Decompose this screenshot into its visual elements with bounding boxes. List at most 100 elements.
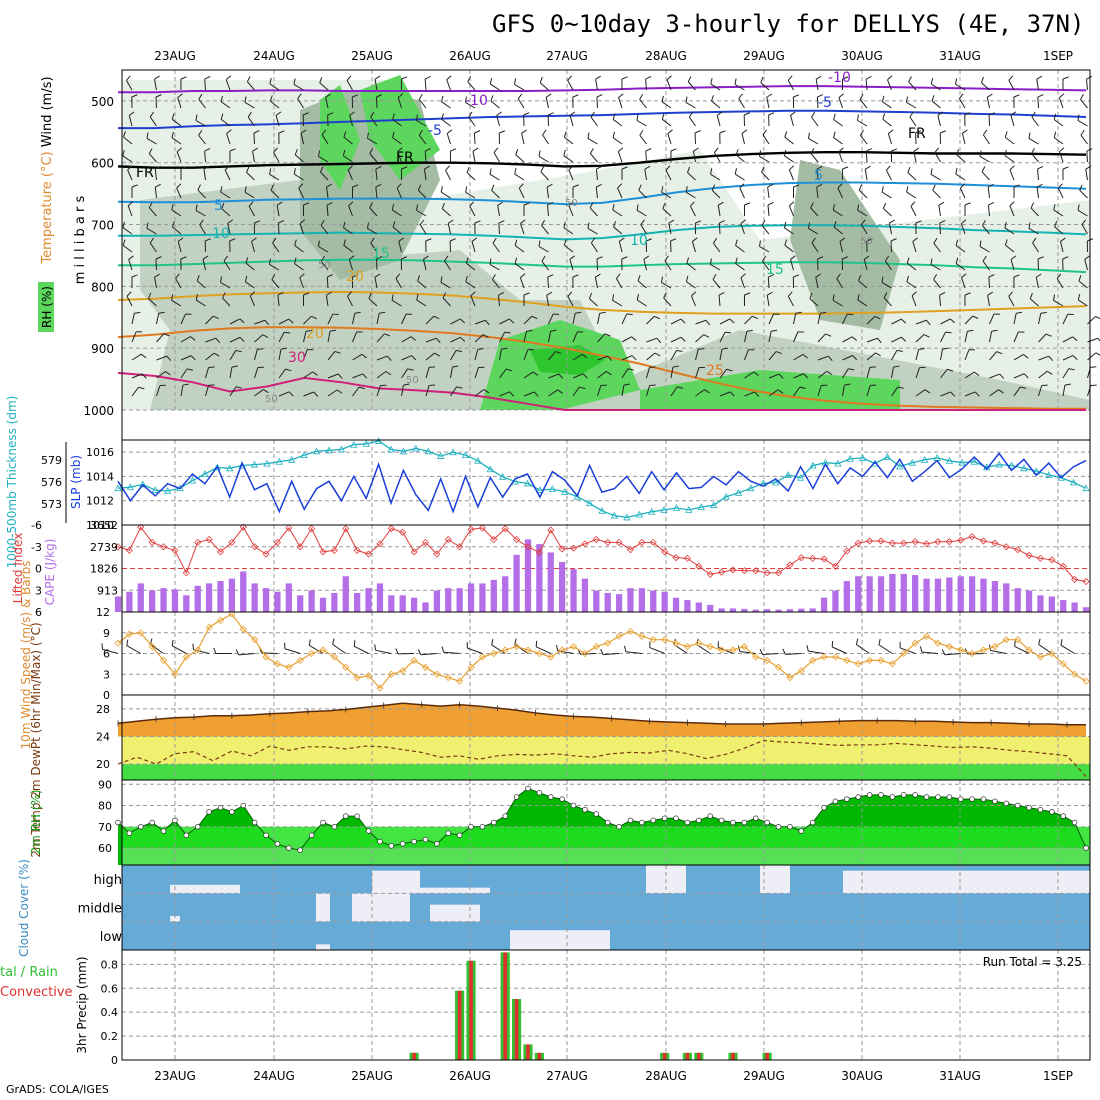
cape-bar	[149, 590, 156, 612]
date-label-top: 29AUG	[743, 49, 785, 63]
thickness-point	[697, 503, 705, 510]
wind-barb-flag	[449, 238, 456, 242]
wind-barb-flag	[621, 166, 628, 170]
wind-barb-flag	[285, 368, 292, 372]
thickness-point	[139, 480, 147, 488]
wind-barb	[321, 134, 329, 145]
wind-barb	[816, 96, 819, 109]
rh-contour-label: 50	[860, 236, 873, 247]
wind-barb-flag	[685, 275, 689, 282]
wind-speed-point	[444, 674, 452, 682]
wind-barb	[1004, 227, 1015, 235]
wind-barb	[958, 98, 966, 109]
wind-barb	[944, 653, 961, 656]
wind-barb-flag	[392, 221, 396, 228]
wind-barb	[563, 155, 574, 163]
wind-barb	[1037, 96, 1039, 109]
rh-contour-label: 50	[565, 198, 578, 209]
wind-barb-flag	[416, 294, 419, 301]
li-point	[843, 547, 851, 555]
rh-point	[456, 832, 463, 838]
wind-barb	[842, 385, 845, 397]
wind-barb	[931, 83, 941, 91]
cape-bar	[661, 591, 668, 612]
cape-bar	[274, 591, 281, 612]
li-point	[649, 538, 657, 546]
wind-barb-flag	[446, 75, 452, 81]
wind-barb	[741, 133, 745, 145]
wind-barb	[594, 277, 598, 289]
slp-tick-label: 1016	[86, 446, 114, 459]
wind-barb-flag	[474, 220, 481, 224]
wind-barb	[842, 313, 848, 325]
wind-barb-flag	[1014, 640, 1016, 647]
wind-barb-flag	[795, 311, 802, 314]
wind-barb-flag	[1062, 166, 1069, 170]
wind-barb	[891, 350, 898, 361]
cloud-row-label: high	[94, 873, 122, 888]
wind-speed-point	[216, 616, 225, 624]
wind-barb	[784, 227, 794, 235]
wind-barb	[441, 101, 451, 109]
cape-bar	[422, 602, 429, 612]
wind-speed-point	[1014, 636, 1022, 644]
wind-speed-point	[148, 643, 156, 651]
wind-barb	[293, 173, 304, 181]
wind-barb-flag	[803, 373, 809, 379]
wind-barb	[990, 650, 1007, 654]
wind-speed-point	[638, 632, 646, 640]
wind-barb-flag	[171, 203, 174, 211]
pressure-axis-label: m i l l i b a r s	[73, 196, 88, 285]
wind-barb	[857, 120, 868, 127]
wind-barb-flag	[190, 355, 196, 361]
wind-barb	[347, 169, 353, 181]
wind-barb-flag	[235, 649, 240, 656]
thickness-point	[920, 455, 929, 463]
wind-barb-flag	[746, 329, 753, 332]
wind-barb-flag	[661, 113, 665, 120]
wind-barb-flag	[297, 93, 302, 100]
cape-bar	[923, 578, 930, 612]
wind-barb-flag	[556, 644, 559, 652]
wind-barb	[1009, 169, 1015, 181]
wind-barb-flag	[440, 276, 443, 283]
li-tick-label: -6	[31, 519, 42, 532]
rh-point	[206, 809, 212, 815]
li-point	[125, 546, 133, 554]
wind-barb	[613, 226, 623, 235]
thickness-point	[1082, 484, 1090, 492]
cape-bar	[1025, 590, 1033, 612]
wind-barb	[205, 385, 209, 397]
wind-barb	[376, 355, 388, 361]
cape-bar	[217, 581, 224, 612]
thickness-point	[312, 447, 321, 455]
wind-barb	[1010, 259, 1015, 271]
wind-barb	[1008, 80, 1015, 91]
slp-tick-label: 1010	[86, 519, 114, 532]
wind-barb-flag	[661, 186, 664, 193]
wind-speed-point	[797, 667, 805, 675]
wind-barb-flag	[759, 150, 762, 157]
wind-barb	[422, 259, 427, 271]
wind-barb-flag	[890, 238, 897, 242]
wind-barb-flag	[444, 255, 449, 262]
wind-barb	[352, 373, 363, 379]
wind-barb-flag	[893, 365, 900, 368]
wind-barb	[597, 333, 606, 343]
wind-barb	[710, 264, 721, 271]
wind-barb	[761, 225, 770, 235]
wind-barb	[637, 280, 647, 289]
wind-barb	[1036, 187, 1039, 199]
wind-barb	[857, 299, 868, 307]
wind-barb-flag	[1028, 222, 1031, 229]
wind-barb-flag	[138, 386, 145, 390]
isotherm-label: 20	[346, 269, 364, 285]
cape-bar	[570, 569, 577, 612]
wind-barb	[417, 280, 427, 289]
wind-barb-flag	[489, 168, 492, 175]
li-point	[421, 538, 430, 546]
wind-barb	[299, 277, 304, 289]
temp-axis-label: 2m Temp 2m DewPt (6hr Min/Max) (°C)	[29, 622, 43, 857]
thickness-point	[896, 462, 904, 470]
wind-barb	[499, 349, 502, 361]
